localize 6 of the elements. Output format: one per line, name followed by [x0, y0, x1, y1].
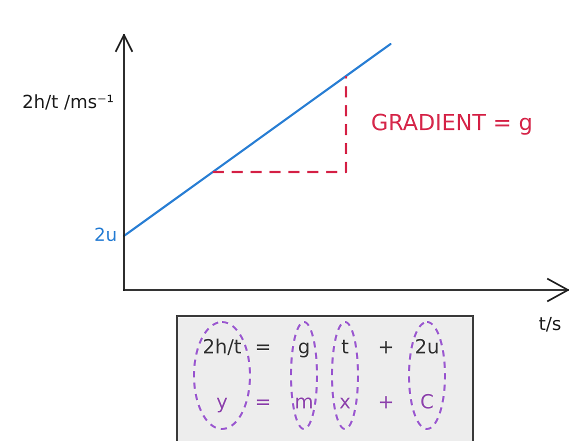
text: y = m x + C — [216, 394, 433, 412]
annotation: GRADIENT = g — [372, 114, 531, 135]
y-axis-title: 2h/t /ms⁻¹ — [23, 94, 113, 110]
text: 2u — [95, 227, 116, 242]
text: 2h/t = g t + 2u — [204, 338, 438, 358]
x-axis-title: t/s — [539, 316, 560, 332]
